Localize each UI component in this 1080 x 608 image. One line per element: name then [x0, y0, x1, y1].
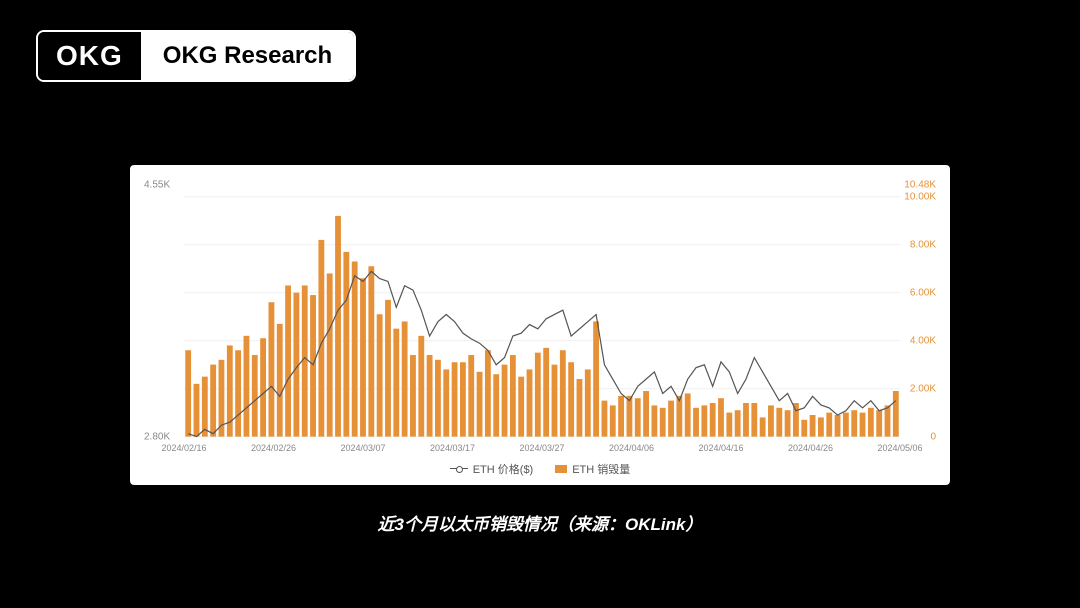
chart-legend: ETH 价格($) ETH 销毁量	[144, 455, 936, 477]
y-right-tick: 8.00K	[910, 239, 936, 250]
y-left-tick: 2.80K	[144, 431, 170, 442]
y-right-tick: 4.00K	[910, 335, 936, 346]
legend-item-bar: ETH 销毁量	[555, 461, 630, 477]
legend-item-line: ETH 价格($)	[450, 461, 534, 477]
x-tick: 2024/04/26	[788, 443, 833, 453]
legend-line-icon	[450, 465, 468, 473]
logo-badge: OKG OKG Research	[36, 30, 356, 82]
chart-area: 2.80K 4.55K 0 2.00K 4.00K 6.00K 8.00K 10.00K10…	[144, 177, 936, 455]
y-left-tick: 4.55K	[144, 180, 170, 191]
y-right-tick: 10.00K	[904, 191, 936, 202]
legend-line-label: ETH 价格($)	[473, 461, 534, 477]
x-tick: 2024/03/27	[519, 443, 564, 453]
chart-panel: 2.80K 4.55K 0 2.00K 4.00K 6.00K 8.00K 10.00K10…	[130, 165, 950, 485]
y-right-tick: 0	[930, 431, 936, 442]
x-tick: 2024/02/26	[251, 443, 296, 453]
y-right-tick: 2.00K	[910, 383, 936, 394]
y-right-tick: 6.00K	[910, 287, 936, 298]
logo-mark: OKG	[38, 32, 141, 80]
y-right-tick: 10.48K	[904, 180, 936, 191]
legend-bar-label: ETH 销毁量	[572, 461, 630, 477]
x-tick: 2024/04/06	[609, 443, 654, 453]
x-tick: 2024/03/17	[430, 443, 475, 453]
caption: 近3个月以太币销毁情况（来源：OKLink）	[0, 510, 1080, 535]
legend-bar-icon	[555, 465, 567, 473]
logo-text: OKG Research	[141, 32, 354, 80]
x-tick: 2024/04/16	[698, 443, 743, 453]
x-tick: 2024/05/06	[877, 443, 922, 453]
x-axis-labels: 2024/02/162024/02/262024/03/072024/03/17…	[184, 443, 900, 457]
x-tick: 2024/03/07	[340, 443, 385, 453]
chart-svg	[144, 177, 936, 455]
x-tick: 2024/02/16	[161, 443, 206, 453]
